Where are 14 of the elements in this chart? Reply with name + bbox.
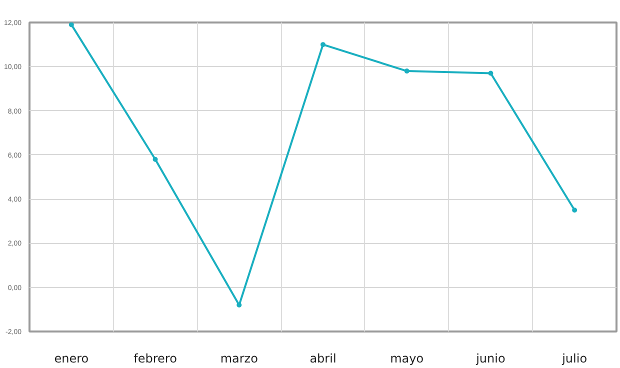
point — [152, 156, 158, 162]
x-tick-label: junio — [475, 352, 506, 366]
x-tick-label: julio — [561, 352, 588, 366]
x-tick-label: marzo — [220, 352, 258, 366]
point — [404, 68, 410, 74]
point — [488, 70, 494, 76]
point — [572, 208, 578, 213]
x-tick-label: febrero — [134, 352, 177, 366]
x-tick-label: mayo — [390, 352, 424, 366]
point — [68, 22, 74, 28]
x-tick-label: abril — [310, 352, 336, 366]
point — [320, 42, 326, 48]
point — [236, 302, 242, 308]
x-tick-label: enero — [54, 352, 89, 366]
